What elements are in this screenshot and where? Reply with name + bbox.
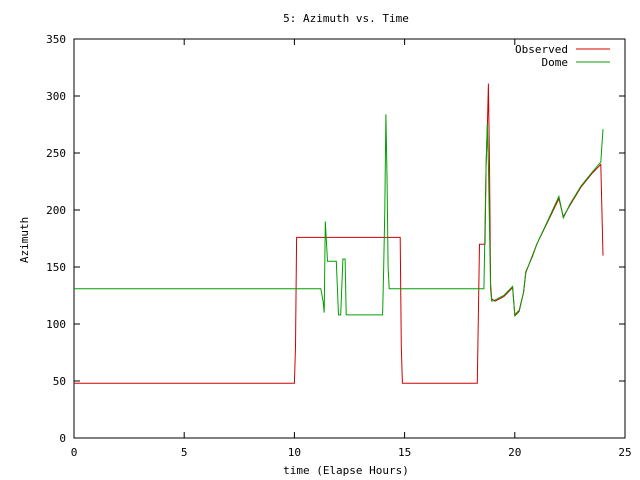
y-tick-label: 0 — [59, 432, 66, 445]
chart-title: 5: Azimuth vs. Time — [283, 12, 409, 25]
x-tick-label: 0 — [71, 446, 78, 459]
y-axis-label: Azimuth — [18, 217, 31, 263]
legend-label-dome: Dome — [542, 56, 569, 69]
axis-ticks — [73, 38, 626, 439]
legend-label-observed: Observed — [515, 43, 568, 56]
y-tick-label: 50 — [53, 375, 66, 388]
y-tick-label: 100 — [46, 318, 66, 331]
x-axis-label: time (Elapse Hours) — [283, 464, 409, 477]
series-lines — [74, 83, 604, 384]
x-tick-label: 5 — [181, 446, 188, 459]
x-tick-label: 15 — [398, 446, 411, 459]
y-tick-label: 250 — [46, 147, 66, 160]
x-tick-label: 25 — [618, 446, 631, 459]
y-tick-label: 350 — [46, 33, 66, 46]
series-line-dome — [74, 114, 604, 318]
x-tick-label: 10 — [288, 446, 301, 459]
x-tick-label: 20 — [508, 446, 521, 459]
series-line-observed — [74, 83, 604, 384]
y-tick-label: 200 — [46, 204, 66, 217]
y-tick-label: 300 — [46, 90, 66, 103]
y-tick-label: 150 — [46, 261, 66, 274]
plot-frame — [73, 38, 626, 439]
